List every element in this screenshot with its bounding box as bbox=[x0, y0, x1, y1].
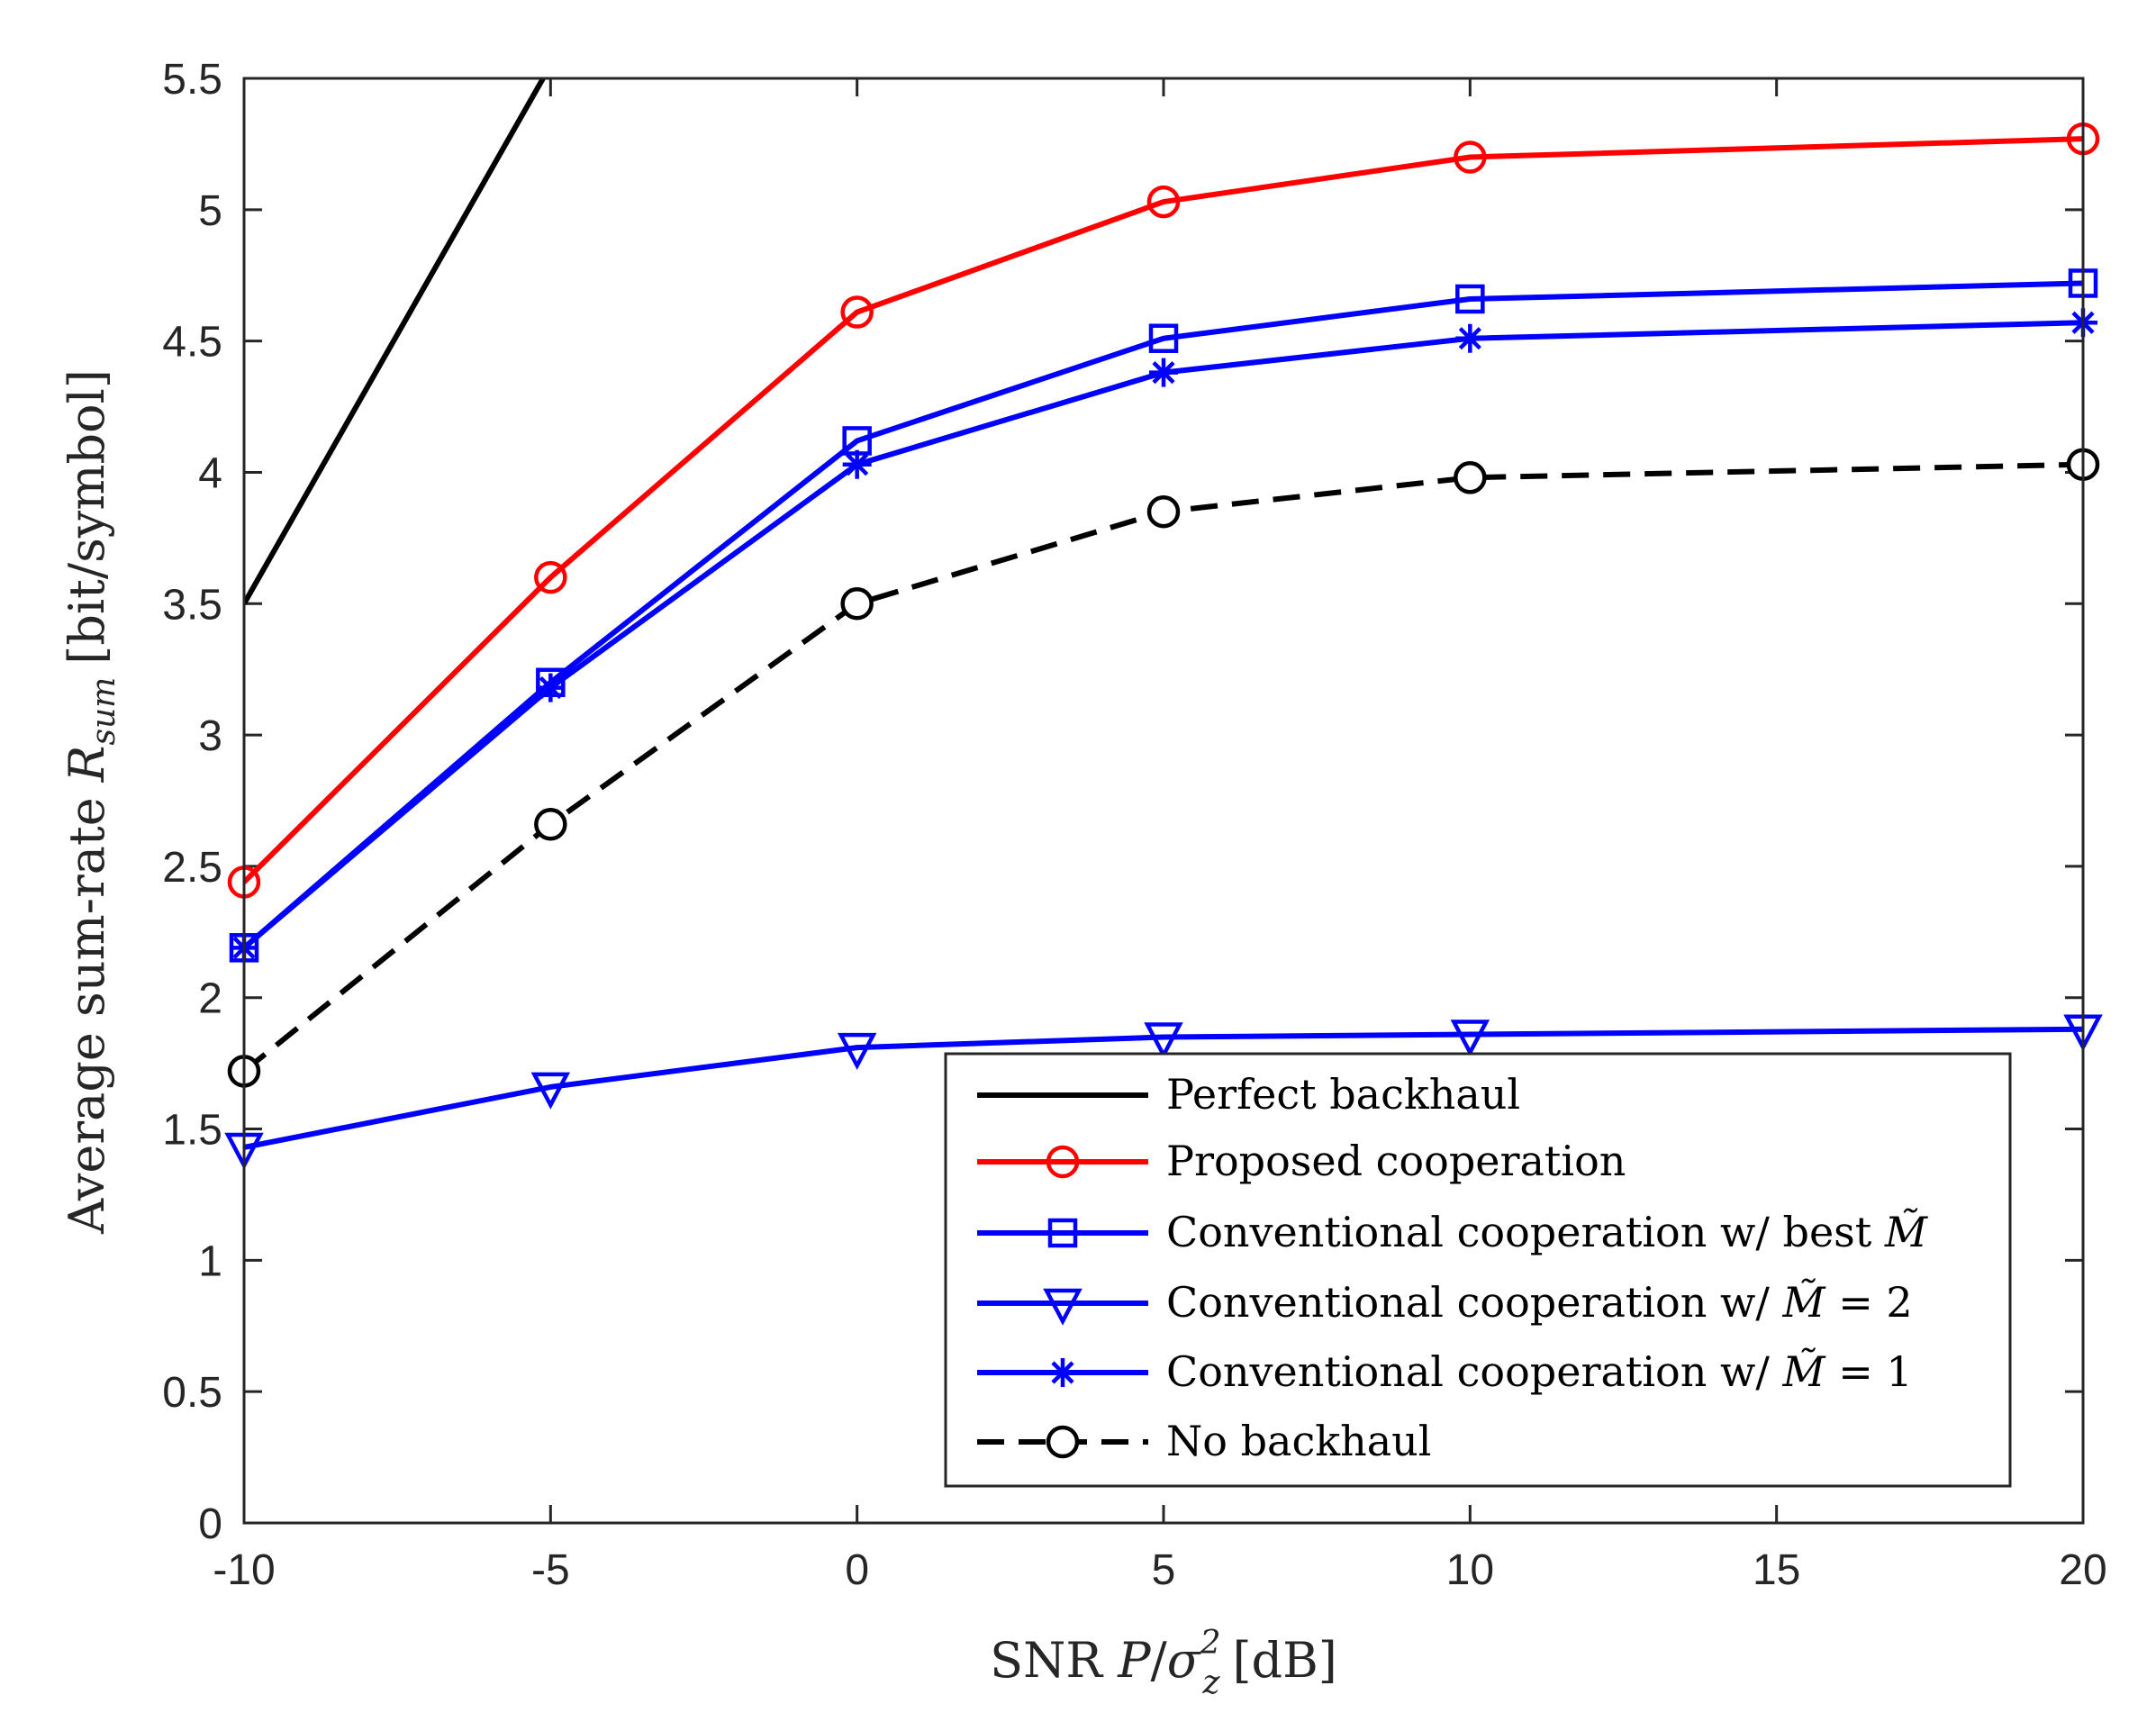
y-tick-label: 2 bbox=[198, 975, 222, 1023]
y-tick-label: 1 bbox=[198, 1237, 222, 1285]
x-tick-label: 10 bbox=[1446, 1546, 1494, 1594]
y-tick-label: 4 bbox=[198, 449, 222, 497]
data-point-1-1 bbox=[534, 560, 567, 594]
svg-text:Perfect backhaul: Perfect backhaul bbox=[1166, 1070, 1520, 1119]
data-point-3-4 bbox=[1450, 1020, 1490, 1057]
series-line-3 bbox=[244, 1026, 2083, 1150]
svg-text:Conventional cooperation w/ be: Conventional cooperation w/ best M̃ bbox=[1166, 1208, 1929, 1256]
y-tick-label: 2.5 bbox=[162, 844, 222, 892]
data-point-2-3 bbox=[1148, 323, 1179, 353]
legend-entry-conventional-m2: Conventional cooperation w/ M̃ = 2 bbox=[977, 1278, 1913, 1327]
plot-frame bbox=[242, 77, 2085, 1525]
svg-text:Conventional cooperation w/ M̃: Conventional cooperation w/ M̃ = 2 bbox=[1166, 1278, 1913, 1327]
series-line-5 bbox=[244, 461, 2083, 1074]
data-point-4-1 bbox=[536, 673, 566, 702]
x-tick-label: -10 bbox=[213, 1546, 275, 1594]
svg-text:Proposed cooperation: Proposed cooperation bbox=[1166, 1137, 1626, 1185]
data-point-4-2 bbox=[842, 449, 872, 479]
x-tick-label: 15 bbox=[1753, 1546, 1800, 1594]
series-line-2 bbox=[244, 280, 2083, 950]
legend-entry-conventional-m1: Conventional cooperation w/ M̃ = 1 bbox=[977, 1347, 1913, 1396]
y-tick-label: 4.5 bbox=[162, 319, 222, 367]
data-point-5-1 bbox=[534, 807, 567, 841]
legend-entry-conventional-best-m: Conventional cooperation w/ best M̃ bbox=[977, 1208, 1929, 1256]
series-line-1 bbox=[244, 136, 2083, 884]
y-tick-label: 0.5 bbox=[162, 1369, 222, 1417]
legend: Perfect backhaul Proposed cooperation Co… bbox=[944, 1052, 2012, 1488]
y-tick-label: 3 bbox=[198, 712, 222, 760]
data-point-4-3 bbox=[1149, 358, 1178, 387]
y-tick-labels: 0 0.5 1 1.5 2 2.5 3 3.5 4 4.5 5 5.5 bbox=[162, 56, 222, 1548]
x-tick-label: -5 bbox=[531, 1546, 570, 1594]
x-tick-label: 5 bbox=[1152, 1546, 1176, 1594]
legend-entry-proposed-cooperation: Proposed cooperation bbox=[977, 1137, 1626, 1185]
series-layer bbox=[244, 78, 2083, 1150]
y-axis-label: Average sum-rate Rsum[bit/symbol] bbox=[59, 369, 122, 1235]
data-point-5-3 bbox=[1146, 494, 1181, 529]
data-point-4-4 bbox=[1455, 323, 1485, 353]
y-tick-label: 3.5 bbox=[162, 581, 222, 629]
series-line-0 bbox=[244, 78, 547, 605]
data-point-1-3 bbox=[1146, 185, 1181, 219]
data-point-3-1 bbox=[530, 1072, 571, 1110]
y-tick-label: 5.5 bbox=[162, 56, 222, 104]
x-tick-label: 20 bbox=[2059, 1546, 2106, 1594]
x-tick-labels: -10 -5 0 5 10 15 20 bbox=[213, 1546, 2106, 1594]
tick-marks bbox=[242, 77, 2085, 1525]
svg-text:No backhaul: No backhaul bbox=[1166, 1417, 1431, 1465]
y-tick-label: 0 bbox=[198, 1500, 222, 1548]
y-tick-label: 1.5 bbox=[162, 1107, 222, 1155]
data-point-5-2 bbox=[840, 587, 874, 621]
legend-box bbox=[944, 1052, 2012, 1488]
data-point-1-4 bbox=[1454, 140, 1487, 174]
data-point-3-3 bbox=[1144, 1022, 1183, 1060]
data-point-3-2 bbox=[837, 1032, 877, 1070]
svg-text:Conventional cooperation w/ M̃: Conventional cooperation w/ M̃ = 1 bbox=[1166, 1347, 1913, 1396]
data-point-2-4 bbox=[1455, 284, 1485, 314]
data-point-1-2 bbox=[840, 295, 874, 329]
legend-entry-perfect-backhaul: Perfect backhaul bbox=[977, 1070, 1520, 1119]
y-tick-label: 5 bbox=[198, 187, 222, 235]
x-tick-label: 0 bbox=[845, 1546, 869, 1594]
series-line-4 bbox=[244, 320, 2083, 950]
legend-entry-no-backhaul: No backhaul bbox=[977, 1417, 1431, 1465]
data-point-5-4 bbox=[1454, 461, 1487, 494]
x-axis-label: SNR P/σ2 z [dB] bbox=[990, 1625, 1337, 1701]
